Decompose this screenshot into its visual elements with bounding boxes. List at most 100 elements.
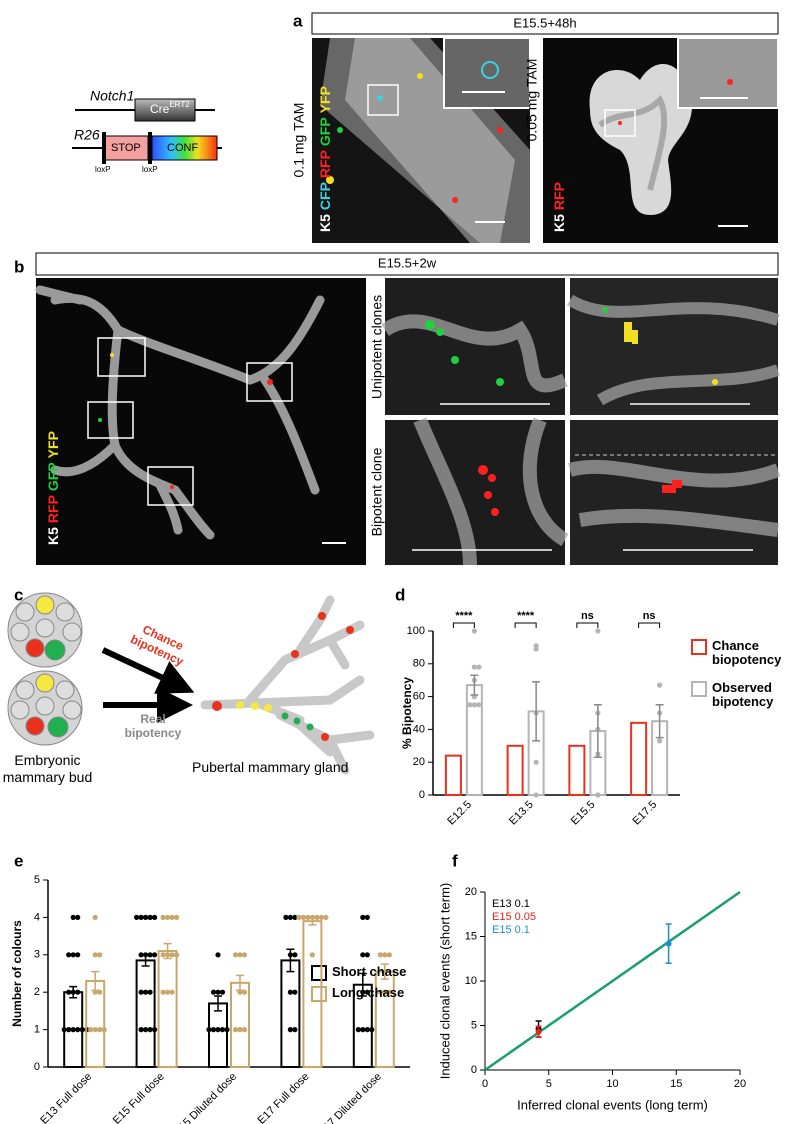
error-bar (380, 963, 389, 980)
legend-swatch (311, 986, 327, 1002)
data-point (364, 914, 370, 921)
data-point (364, 989, 370, 995)
panel-label: c (14, 585, 23, 604)
data-point (232, 952, 239, 958)
data-point (386, 989, 392, 995)
data-point (174, 952, 180, 958)
y-tick-label: 0 (34, 1061, 40, 1073)
data-point (152, 1027, 158, 1033)
stain: GFP (45, 462, 61, 491)
y-tick-label: 60 (413, 691, 425, 703)
data-point (92, 914, 98, 921)
sig-label: **** (455, 610, 473, 622)
micrograph (543, 37, 779, 243)
loxp-site (102, 132, 106, 164)
data-point (75, 1027, 81, 1033)
legend-label: Long chase (332, 985, 405, 1000)
data-point (382, 952, 388, 958)
stain: K5 (317, 214, 333, 232)
error-bar (91, 970, 100, 992)
loxp-site (148, 132, 152, 164)
y-axis-label: % Bipotency (400, 677, 414, 749)
data-point (219, 989, 226, 995)
data-point (657, 738, 663, 744)
sig-bracket (638, 622, 661, 628)
cre-sup: ERT2 (169, 100, 190, 109)
error-bar (532, 681, 541, 742)
data-point (70, 1027, 76, 1033)
data-point (296, 914, 302, 921)
data-point (471, 628, 477, 634)
data-point (97, 1027, 103, 1033)
error-bar (236, 974, 244, 992)
data-point (355, 1027, 361, 1033)
y-tick-label: 1 (34, 1024, 40, 1036)
data-point (79, 1027, 85, 1033)
data-point (377, 989, 383, 995)
data-point (287, 989, 293, 995)
data-point (160, 952, 166, 958)
data-point (101, 1027, 107, 1033)
error-bar (470, 674, 479, 696)
data-point (138, 952, 144, 958)
sig-label: **** (517, 610, 535, 622)
y-tick-label: 0 (471, 1064, 477, 1076)
error-bar (308, 916, 317, 926)
y-tick-label: 20 (465, 886, 477, 898)
data-point (533, 759, 539, 765)
error-bar (655, 704, 664, 739)
header-box (311, 12, 779, 35)
stain: K5 (551, 214, 567, 232)
data-point (138, 914, 144, 921)
panel-label: d (395, 585, 405, 604)
data-point (147, 1027, 153, 1033)
data-point (152, 914, 158, 921)
data-point (160, 914, 166, 921)
stain: YFP (45, 431, 61, 458)
x-tick-label: E17.5 (630, 799, 659, 828)
bar (630, 721, 648, 797)
data-point (283, 914, 289, 921)
data-point (360, 952, 366, 958)
data-point (377, 952, 383, 958)
y-axis-label: Induced clonal events (short term) (437, 883, 452, 1080)
error-bar (214, 995, 222, 1012)
legend-label: Short chase (332, 964, 407, 979)
schematic: Notch1 CreERT2 R26 STOP CONF loxP loxP (72, 88, 222, 174)
data-point (160, 989, 166, 995)
y-tick-label: 3 (34, 949, 40, 961)
stain: CFP (317, 182, 333, 210)
gene-label: Notch1 (90, 88, 134, 104)
panel-label: f (452, 851, 458, 870)
data-point (138, 989, 144, 995)
data-point (75, 952, 81, 958)
data-point (287, 1027, 293, 1033)
data-point (134, 914, 140, 921)
cre-label: CreERT2 (150, 100, 190, 116)
x-tick-label: E15.5 (569, 799, 598, 828)
header: E15.5+2w (378, 255, 437, 270)
data-point (292, 989, 298, 995)
stain-label: K5 RFP (551, 182, 567, 232)
data-point (97, 952, 103, 958)
bar (280, 959, 301, 1068)
data-point (143, 914, 149, 921)
x-tick-label: 10 (606, 1078, 618, 1090)
data-point (364, 952, 370, 958)
bar (568, 744, 586, 796)
sig-bracket (452, 622, 475, 628)
bar (465, 684, 483, 796)
data-point (92, 952, 98, 958)
data-point (66, 989, 72, 995)
data-point (292, 914, 298, 921)
stop-label: STOP (111, 142, 141, 154)
legend-label: Observed bipotency (712, 680, 774, 709)
real-label: Real bipotency (124, 712, 182, 740)
data-point (61, 1027, 67, 1033)
diagram (7, 592, 375, 775)
micrograph (381, 278, 781, 566)
data-point (292, 952, 298, 958)
data-point (237, 1027, 243, 1033)
data-point (169, 989, 175, 995)
